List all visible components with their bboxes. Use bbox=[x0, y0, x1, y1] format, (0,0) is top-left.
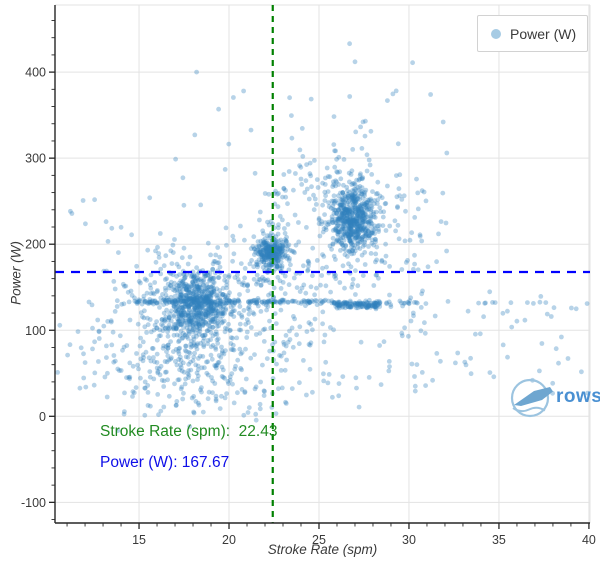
y-axis-label: Power (W) bbox=[8, 241, 24, 305]
power-readout: Power (W): 167.67 bbox=[100, 454, 230, 471]
grid-layer bbox=[55, 4, 591, 523]
legend-marker-icon bbox=[491, 28, 501, 39]
svg-text:400: 400 bbox=[25, 66, 46, 80]
stroke-rate-readout: Stroke Rate (spm): 22.43 bbox=[100, 423, 278, 440]
watermark-logo: rowsan bbox=[506, 374, 600, 422]
svg-text:300: 300 bbox=[25, 152, 46, 166]
svg-text:0: 0 bbox=[39, 410, 46, 424]
rowing-boat-icon bbox=[510, 378, 553, 418]
svg-text:200: 200 bbox=[25, 238, 46, 252]
legend-label: Power (W) bbox=[510, 25, 577, 42]
points-layer bbox=[55, 41, 590, 433]
watermark-text: rowsan bbox=[556, 386, 600, 407]
legend: Power (W) bbox=[477, 15, 588, 52]
svg-text:-100: -100 bbox=[21, 496, 46, 510]
x-axis-label: Stroke Rate (spm) bbox=[267, 542, 378, 557]
svg-text:100: 100 bbox=[25, 324, 46, 338]
